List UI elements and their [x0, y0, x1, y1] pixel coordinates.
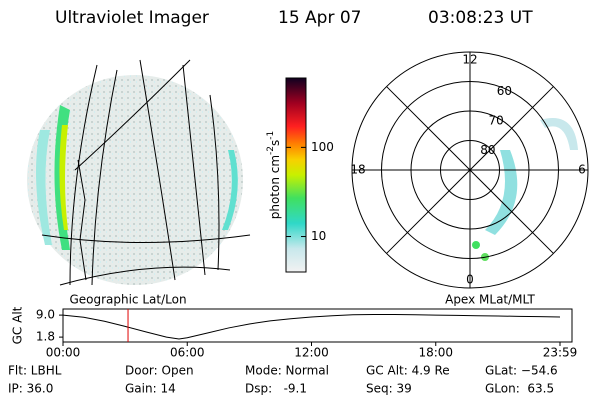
instrument: Ultraviolet Imager [55, 8, 209, 28]
label-part: -2 [266, 146, 276, 155]
plot-frame [62, 308, 573, 343]
mlt-label: 18 [350, 163, 365, 177]
footer-field: Flt: LBHL [8, 364, 62, 378]
label-part: photon cm [268, 155, 282, 219]
footer-field: Door: Open [125, 364, 194, 378]
footer-field: Gain: 14 [125, 382, 176, 396]
footer-field: Dsp: -9.1 [245, 382, 307, 396]
x-tick-label: 00:00 [46, 346, 81, 360]
footer-field: IP: 36.0 [8, 382, 53, 396]
image-label: Apex MLat/MLT [445, 293, 535, 307]
colorbar [285, 77, 307, 273]
colorbar-tick-label: 100 [311, 140, 334, 154]
diagonal [469, 169, 554, 254]
footer-field: GC Alt: 4.9 Re [366, 364, 450, 378]
x-tick-label: 23:59 [543, 346, 578, 360]
y-tick-label: 9.0 [36, 308, 55, 322]
image-label: Geographic Lat/Lon [69, 293, 186, 307]
footer: Flt: LBHL Door: Open Mode: Normal GC Alt: 4… [8, 364, 558, 396]
mlt-label: 12 [462, 53, 477, 67]
colorbar-label: photon cm-2s-1 [266, 131, 282, 220]
altitude-line [62, 314, 561, 340]
diagonal [469, 86, 554, 171]
diagonal [386, 86, 471, 171]
latitude-label: 60 [497, 84, 512, 98]
footer-field: Mode: Normal [245, 364, 329, 378]
footer-field: GLon: 63.5 [485, 382, 554, 396]
mlt-label: 6 [578, 163, 586, 177]
y-axis-label: GC Alt [11, 306, 25, 344]
x-tick-label: 18:00 [418, 346, 453, 360]
x-tick-label: 12:00 [294, 346, 329, 360]
latitude-label: 70 [488, 114, 503, 128]
label-part: -1 [266, 131, 276, 140]
diagonal [386, 169, 471, 254]
y-tick-label: 1.8 [36, 330, 55, 344]
x-tick-label: 06:00 [170, 346, 205, 360]
latitude-label: 80 [480, 143, 495, 157]
footer-field: Seq: 39 [366, 382, 412, 396]
geographic-image [27, 59, 251, 286]
label-part: s [268, 140, 282, 146]
footer-field: GLat: −54.6 [485, 364, 558, 378]
date: 15 Apr 07 [278, 8, 361, 28]
colorbar-label-text: photon cm-2s-1 [266, 131, 282, 220]
colorbar-tick-label: 10 [311, 229, 326, 243]
time: 03:08:23 UT [428, 8, 533, 28]
mlt-label: 0 [466, 273, 474, 287]
